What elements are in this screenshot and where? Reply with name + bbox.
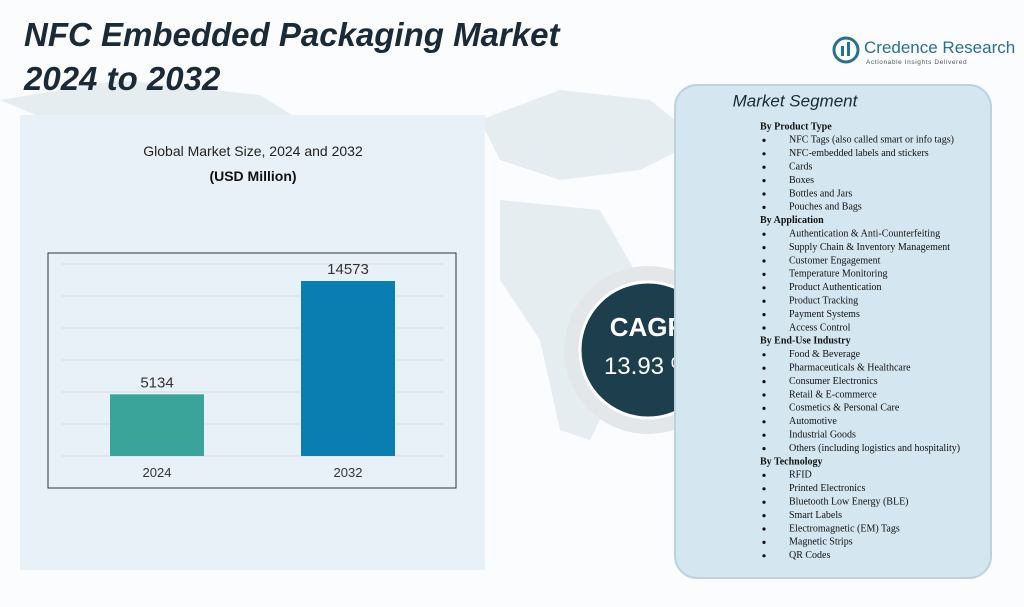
bullet	[762, 540, 766, 545]
bullet	[762, 299, 766, 303]
segment-item: Payment Systems	[789, 309, 860, 320]
bullet	[762, 286, 766, 290]
bullet	[762, 514, 766, 518]
title: 2024 to 2032	[23, 60, 221, 97]
bullet	[762, 232, 766, 236]
bullet	[762, 393, 766, 397]
segment-panel	[674, 84, 992, 579]
bullet	[762, 447, 766, 451]
segment-heading: By Technology	[760, 456, 823, 467]
segment-heading: By End-Use Industry	[760, 336, 851, 347]
bar	[110, 394, 204, 456]
segment-item: Supply Chain & Inventory Management	[789, 242, 950, 253]
segment-item: Authentication & Anti-Counterfeiting	[789, 228, 940, 239]
bullet	[762, 179, 766, 183]
bullet	[762, 259, 766, 263]
logo-icon	[847, 42, 850, 56]
segment-item: NFC-embedded labels and stickers	[789, 148, 929, 159]
bullet	[762, 353, 766, 357]
segment-heading: By Application	[760, 215, 824, 226]
segment-item: Product Tracking	[789, 295, 858, 306]
segment-item: NFC Tags (also called smart or info tags…	[789, 135, 954, 146]
bullet	[762, 487, 766, 491]
segment-item: Customer Engagement	[789, 255, 881, 266]
bullet	[762, 313, 766, 317]
segment-heading: By Product Type	[760, 121, 832, 132]
logo-icon	[841, 46, 844, 56]
chart-title: Global Market Size, 2024 and 2032	[143, 143, 363, 159]
segment-item: Cards	[789, 161, 812, 172]
segment-item: Bluetooth Low Energy (BLE)	[789, 496, 909, 507]
segment-item: Smart Labels	[789, 510, 842, 521]
segment-item: Access Control	[789, 322, 851, 333]
segment-item: RFID	[789, 470, 812, 481]
logo-icon	[832, 36, 860, 64]
bullet	[762, 554, 766, 558]
segment-item: Printed Electronics	[789, 483, 865, 494]
bullet	[762, 192, 766, 196]
x-tick-label: 2032	[334, 465, 363, 480]
bullet	[762, 326, 766, 330]
segment-title: Market Segment	[733, 91, 859, 110]
bullet	[762, 527, 766, 531]
bullet	[762, 433, 766, 437]
segment-item: Others (including logistics and hospital…	[789, 443, 960, 454]
segment-list: By Product Type NFC Tags (also called sma…	[760, 121, 960, 561]
segment-item: Pharmaceuticals & Healthcare	[789, 362, 911, 373]
segment-item: Retail & E-commerce	[789, 389, 877, 400]
logo-name: Credence Research	[864, 38, 1015, 57]
segment-item: Pouches and Bags	[789, 202, 862, 213]
logo-tagline: Actionable Insights Delivered	[866, 59, 967, 66]
segment-item: Bottles and Jars	[789, 188, 852, 199]
segment-item: Magnetic Strips	[789, 537, 853, 548]
bullet	[762, 246, 766, 250]
segment-item: Cosmetics & Personal Care	[789, 403, 900, 414]
value-label: 5134	[140, 374, 173, 391]
segment-item: Product Authentication	[789, 282, 882, 293]
segment-item: Temperature Monitoring	[789, 269, 887, 280]
segment-item: Consumer Electronics	[789, 376, 878, 387]
bars: 5134 2024 14573 2032	[110, 261, 395, 480]
chart-subtitle: (USD Million)	[209, 168, 296, 184]
segment-item: QR Codes	[789, 550, 831, 561]
bullet	[762, 165, 766, 169]
bullet	[762, 380, 766, 384]
bullet	[762, 473, 766, 477]
x-tick-label: 2024	[143, 465, 172, 480]
bullet	[762, 406, 766, 410]
segment-item: Boxes	[789, 175, 814, 186]
value-label: 14573	[327, 261, 369, 278]
bullet	[762, 420, 766, 424]
bullet	[762, 366, 766, 370]
bullet	[762, 138, 766, 142]
segment-item: Food & Beverage	[789, 349, 861, 360]
chart-frame	[47, 252, 457, 489]
segment-item: Automotive	[789, 416, 837, 427]
title: NFC Embedded Packaging Market	[24, 16, 561, 53]
chart-panel	[20, 115, 485, 570]
segment-item: Electromagnetic (EM) Tags	[789, 523, 900, 534]
bullet	[762, 152, 766, 156]
logo: Credence Research Actionable Insights De…	[832, 36, 1015, 66]
segment-item: Industrial Goods	[789, 429, 856, 440]
bullet	[762, 272, 766, 276]
bar	[301, 281, 395, 456]
cagr-label: CAGR	[610, 312, 687, 342]
bullet	[762, 500, 766, 504]
bullet	[762, 205, 766, 209]
